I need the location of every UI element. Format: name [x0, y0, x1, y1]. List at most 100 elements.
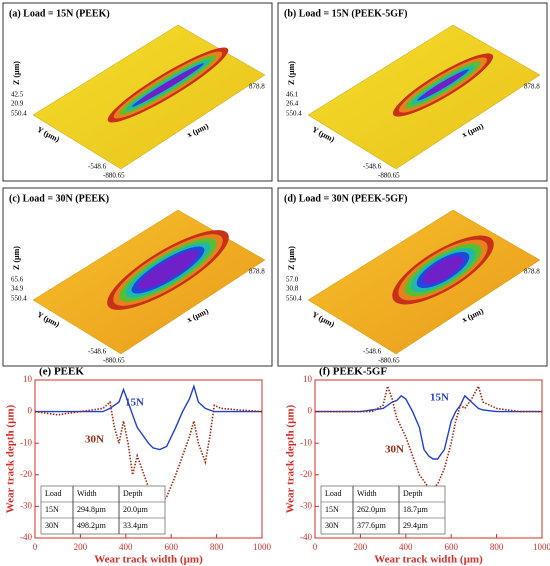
z-tick-label: 65.6 — [11, 276, 24, 284]
table-cell: 20.0µm — [123, 505, 149, 514]
table-cell: 294.8µm — [77, 505, 107, 514]
x-start-label: -880.65 — [378, 172, 400, 180]
z-axis-label: Z (µm) — [287, 246, 296, 270]
y-tick-label: -40 — [300, 532, 312, 542]
y-tick-label: -20 — [20, 469, 32, 479]
y-end-label: 550.4 — [11, 295, 27, 303]
x-tick-label: 400 — [119, 542, 133, 552]
table-cell: Width — [77, 489, 97, 498]
series-line — [315, 383, 542, 489]
y-axis-label: Wear track depth (µm) — [285, 404, 297, 513]
x-start-label: -880.65 — [103, 357, 125, 365]
table-cell: 15N — [325, 505, 339, 514]
table-cell: 262.0µm — [357, 505, 387, 514]
panel-title: (b) Load = 15N (PEEK-5GF) — [284, 8, 407, 19]
y-end-label: 550.4 — [286, 295, 302, 303]
surface-panel: (c) Load = 30N (PEEK) Z (µm) 65.634.9 550.4… — [2, 187, 273, 367]
x-end-label: 878.8 — [524, 83, 540, 91]
y-end-label: 550.4 — [11, 110, 27, 118]
table-cell: 377.6µm — [357, 521, 387, 530]
wear-groove — [137, 250, 199, 290]
x-start-label: -880.65 — [378, 357, 400, 365]
y-tick-label: -40 — [20, 532, 32, 542]
table-cell: 29.4µm — [403, 521, 429, 530]
y-axis-label: Wear track depth (µm) — [5, 404, 17, 513]
table-cell: 15N — [45, 505, 59, 514]
series-line — [315, 394, 542, 460]
panel-title: (a) Load = 15N (PEEK) — [9, 8, 110, 19]
table-cell: Load — [325, 489, 341, 498]
x-tick-label: 800 — [210, 542, 224, 552]
z-tick-label: 46.1 — [286, 91, 299, 99]
panel-title: (d) Load = 30N (PEEK-5GF) — [284, 193, 407, 204]
table-frame — [320, 485, 446, 535]
z-tick-label: 57.0 — [286, 276, 299, 284]
surface-panel: (b) Load = 15N (PEEK-5GF) Z (µm) 46.126.4 5… — [277, 2, 548, 182]
x-start-label: -880.65 — [103, 172, 125, 180]
plot-frame — [314, 379, 543, 539]
z-tick-label: 42.5 — [11, 91, 24, 99]
surface-panel: (a) Load = 15N (PEEK) Z (µm) 42.520.9 550.4… — [2, 2, 273, 182]
y-tick-label: 0 — [308, 406, 313, 416]
x-axis-label: Wear track width (µm) — [94, 554, 203, 566]
series-label: 15N — [430, 392, 449, 404]
z-tick-label: 20.9 — [11, 100, 24, 108]
y-start-label: -548.6 — [88, 163, 107, 171]
plot-frame — [34, 379, 263, 539]
z-axis-label: Z (µm) — [287, 61, 296, 85]
table-frame — [40, 485, 166, 535]
x-tick-label: 0 — [313, 542, 318, 552]
z-axis-label: Z (µm) — [12, 246, 21, 270]
table-cell: 498.2µm — [77, 521, 107, 530]
z-axis-label: Z (µm) — [12, 61, 21, 85]
z-tick-label: 26.4 — [286, 100, 299, 108]
wear-groove — [137, 66, 199, 104]
x-tick-label: 1000 — [253, 542, 272, 552]
y-start-label: -548.6 — [88, 348, 107, 356]
y-tick-label: 0 — [28, 406, 33, 416]
y-start-label: -548.6 — [363, 348, 382, 356]
x-tick-label: 0 — [33, 542, 38, 552]
y-tick-label: 10 — [23, 374, 33, 384]
table-cell: Depth — [123, 489, 143, 498]
wear-groove — [423, 72, 463, 98]
series-label: 15N — [125, 397, 144, 409]
z-tick-label: 34.9 — [11, 285, 24, 293]
table-cell: Depth — [403, 489, 423, 498]
x-axis-label: Wear track width (µm) — [374, 554, 483, 566]
x-tick-label: 200 — [354, 542, 368, 552]
x-tick-label: 600 — [444, 542, 458, 552]
surface-panel: (d) Load = 30N (PEEK-5GF) Z (µm) 57.030.8 5… — [277, 187, 548, 367]
series-line — [35, 383, 262, 451]
table-cell: 33.4µm — [123, 521, 149, 530]
table-cell: Load — [45, 489, 61, 498]
x-tick-label: 400 — [399, 542, 413, 552]
x-end-label: 878.8 — [249, 268, 265, 276]
y-start-label: -548.6 — [363, 163, 382, 171]
z-tick-label: 30.8 — [286, 285, 299, 293]
y-tick-label: -20 — [300, 469, 312, 479]
y-tick-label: -10 — [20, 437, 32, 447]
chart-title: (f) PEEK-5GF — [319, 366, 387, 378]
x-end-label: 878.8 — [249, 83, 265, 91]
x-tick-label: 200 — [74, 542, 88, 552]
y-tick-label: -10 — [300, 437, 312, 447]
y-end-label: 550.4 — [286, 110, 302, 118]
table-cell: Width — [357, 489, 377, 498]
y-tick-label: -30 — [300, 500, 312, 510]
chart-title: (e) PEEK — [39, 366, 84, 378]
y-tick-label: -30 — [20, 500, 32, 510]
table-cell: 18.7µm — [403, 505, 429, 514]
table-cell: 30N — [325, 521, 339, 530]
x-end-label: 878.8 — [524, 268, 540, 276]
y-tick-label: 10 — [303, 374, 313, 384]
x-tick-label: 1000 — [533, 542, 550, 552]
x-tick-label: 600 — [164, 542, 178, 552]
wear-groove — [422, 256, 464, 284]
series-label: 30N — [85, 434, 104, 446]
x-tick-label: 800 — [490, 542, 504, 552]
series-label: 30N — [385, 444, 404, 456]
table-cell: 30N — [45, 521, 59, 530]
panel-title: (c) Load = 30N (PEEK) — [9, 193, 109, 204]
